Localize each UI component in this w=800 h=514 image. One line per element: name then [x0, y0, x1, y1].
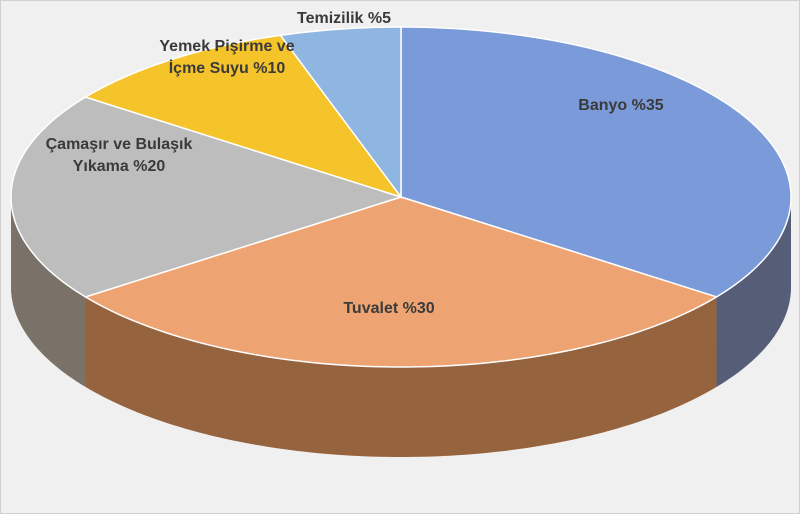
- value-label: %30: [402, 300, 435, 317]
- slice-label: Tuvalet %30: [289, 298, 489, 320]
- category-name: Banyo: [578, 97, 628, 114]
- slice: [400, 26, 792, 298]
- slice-side: [11, 197, 86, 387]
- slice-side: [716, 197, 791, 387]
- slice: [279, 26, 402, 200]
- slice-side-shade: [85, 296, 717, 457]
- slice: [10, 96, 404, 298]
- slice-label: Temizilik %5: [264, 8, 424, 30]
- slice-label: Yemek Pişirme ve İçme Suyu %10: [152, 36, 302, 80]
- value-label: %20: [133, 158, 166, 175]
- slice: [83, 196, 719, 368]
- category-name: Tuvalet: [343, 300, 399, 317]
- slice-side-shade: [11, 197, 86, 387]
- value-label: %10: [253, 60, 286, 77]
- value-label: %35: [631, 97, 664, 114]
- category-name: Çamaşır ve Bulaşık Yıkama: [45, 136, 193, 175]
- slice-label: Çamaşır ve Bulaşık Yıkama %20: [39, 134, 199, 178]
- value-label: %5: [367, 10, 391, 27]
- slice: [83, 34, 403, 199]
- slice-side: [85, 296, 717, 457]
- slice-side-shade: [716, 197, 791, 387]
- category-name: Temizilik: [297, 10, 364, 27]
- slice-label: Banyo %35: [521, 95, 721, 117]
- category-name: Yemek Pişirme ve İçme Suyu: [159, 38, 295, 77]
